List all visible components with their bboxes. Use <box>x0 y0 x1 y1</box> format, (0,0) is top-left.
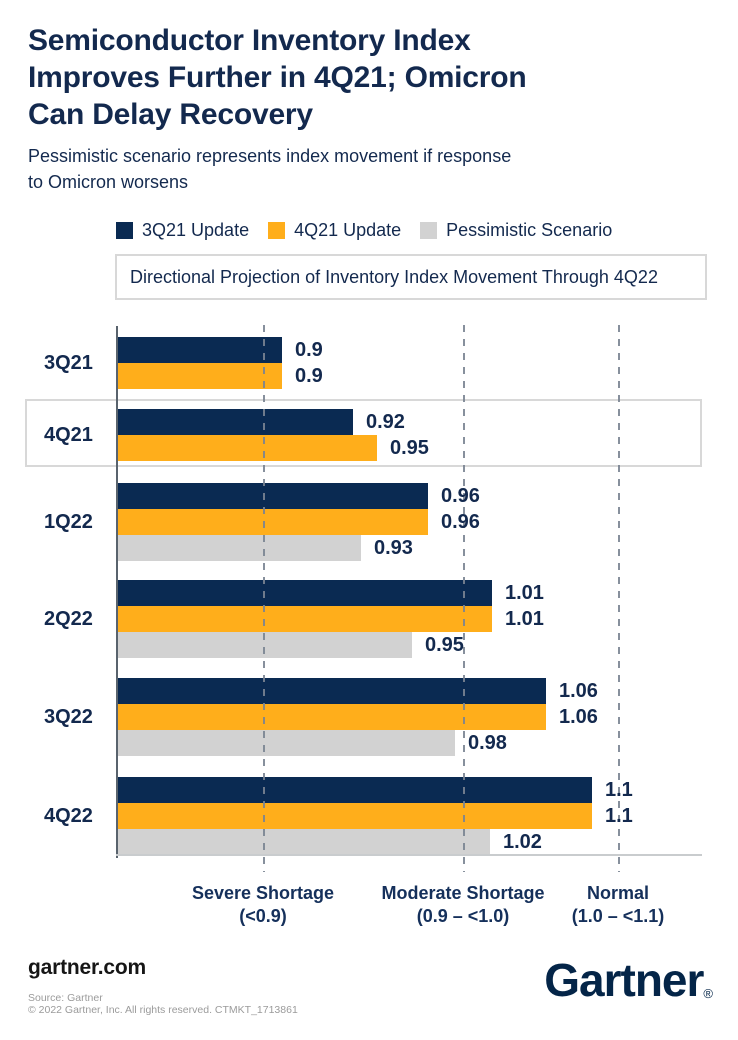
legend-swatch-navy <box>116 222 133 239</box>
highlight-box-4q21 <box>25 399 702 467</box>
page-title-line-3: Can Delay Recovery <box>28 98 313 131</box>
axis-zone-name: Severe Shortage <box>191 883 335 903</box>
category-label-3q21: 3Q21 <box>44 352 93 374</box>
chart-bottom-axis <box>116 854 702 856</box>
chart-baseline-axis <box>116 326 118 858</box>
registered-trademark-icon: ® <box>703 986 713 1001</box>
value-label-3q21-update-2q22: 1.01 <box>505 582 544 604</box>
axis-gridline-severe-shortage <box>263 325 265 872</box>
page-title-line-2: Improves Further in 4Q21; Omicron <box>28 61 527 94</box>
value-label-4q21-update-4q21: 0.95 <box>390 437 429 459</box>
axis-zone-range: (0.9 – <1.0) <box>416 906 510 926</box>
gartner-logo: Gartner ® <box>544 953 713 1007</box>
axis-zone-range: (<0.9) <box>239 906 287 926</box>
legend-item-pessimistic-scenario: Pessimistic Scenario <box>420 220 612 241</box>
axis-zone-label-severe-shortage: Severe Shortage (<0.9) <box>148 882 378 928</box>
chart-legend: 3Q21 Update 4Q21 Update Pessimistic Scen… <box>116 220 612 241</box>
legend-label: Pessimistic Scenario <box>446 220 613 240</box>
bar-3q21-update-3q21 <box>116 337 282 363</box>
bar-4q21-update-3q21 <box>116 363 282 389</box>
value-label-4q21-update-4q22: 1.1 <box>605 805 633 827</box>
source-attribution: Source: Gartner <box>28 992 103 1004</box>
category-label-2q22: 2Q22 <box>44 608 93 630</box>
gartner-logo-wordmark: Gartner <box>544 954 704 1006</box>
value-label-4q21-update-2q22: 1.01 <box>505 608 544 630</box>
axis-zone-label-normal: Normal (1.0 – <1.1) <box>503 882 733 928</box>
directional-projection-text: Directional Projection of Inventory Inde… <box>130 266 658 287</box>
axis-zone-name: Moderate Shortage <box>381 883 545 903</box>
value-label-pessimistic-scenario-2q22: 0.95 <box>425 634 464 656</box>
axis-gridline-moderate-shortage <box>463 325 465 872</box>
page-subtitle: Pessimistic scenario represents index mo… <box>28 143 668 195</box>
category-label-4q21: 4Q21 <box>44 424 93 446</box>
bar-3q21-update-4q21 <box>116 409 353 435</box>
value-label-3q21-update-4q21: 0.92 <box>366 411 405 433</box>
page-title: Semiconductor Inventory Index Improves F… <box>28 22 718 133</box>
bar-4q21-update-3q22 <box>116 704 546 730</box>
category-label-3q22: 3Q22 <box>44 706 93 728</box>
legend-label: 4Q21 Update <box>294 220 402 240</box>
value-label-3q21-update-3q22: 1.06 <box>559 680 598 702</box>
bar-pessimistic-scenario-2q22 <box>116 632 412 658</box>
directional-projection-box: Directional Projection of Inventory Inde… <box>115 254 707 300</box>
bar-4q21-update-4q21 <box>116 435 377 461</box>
bar-3q21-update-3q22 <box>116 678 546 704</box>
legend-label: 3Q21 Update <box>142 220 250 240</box>
category-label-4q22: 4Q22 <box>44 805 93 827</box>
gartner-com-link[interactable]: gartner.com <box>28 956 147 979</box>
value-label-4q21-update-3q22: 1.06 <box>559 706 598 728</box>
bar-3q21-update-2q22 <box>116 580 492 606</box>
value-label-4q21-update-3q21: 0.9 <box>295 365 323 387</box>
bar-3q21-update-4q22 <box>116 777 592 803</box>
legend-swatch-orange <box>268 222 286 239</box>
value-label-pessimistic-scenario-3q22: 0.98 <box>468 732 507 754</box>
category-label-1q22: 1Q22 <box>44 511 93 533</box>
value-label-4q21-update-1q22: 0.96 <box>441 511 480 533</box>
value-label-pessimistic-scenario-1q22: 0.93 <box>374 537 413 559</box>
axis-zone-label-moderate-shortage: Moderate Shortage (0.9 – <1.0) <box>348 882 578 928</box>
legend-item-4q21-update: 4Q21 Update <box>268 220 401 241</box>
page-subtitle-line-2: to Omicron worsens <box>28 172 189 192</box>
bar-pessimistic-scenario-4q22 <box>116 829 490 855</box>
page-subtitle-line-1: Pessimistic scenario represents index mo… <box>28 146 512 166</box>
page-title-line-1: Semiconductor Inventory Index <box>28 24 471 57</box>
bar-pessimistic-scenario-3q22 <box>116 730 455 756</box>
axis-zone-name: Normal <box>586 883 649 903</box>
value-label-3q21-update-4q22: 1.1 <box>605 779 633 801</box>
bar-4q21-update-4q22 <box>116 803 592 829</box>
legend-item-3q21-update: 3Q21 Update <box>116 220 249 241</box>
legend-swatch-gray <box>420 222 438 239</box>
value-label-3q21-update-1q22: 0.96 <box>441 485 480 507</box>
copyright-notice: © 2022 Gartner, Inc. All rights reserved… <box>28 1004 298 1016</box>
axis-zone-range: (1.0 – <1.1) <box>571 906 665 926</box>
bar-3q21-update-1q22 <box>116 483 428 509</box>
bar-4q21-update-2q22 <box>116 606 492 632</box>
bar-4q21-update-1q22 <box>116 509 428 535</box>
value-label-pessimistic-scenario-4q22: 1.02 <box>503 831 542 853</box>
bar-pessimistic-scenario-1q22 <box>116 535 361 561</box>
value-label-3q21-update-3q21: 0.9 <box>295 339 323 361</box>
axis-gridline-normal <box>618 325 620 872</box>
